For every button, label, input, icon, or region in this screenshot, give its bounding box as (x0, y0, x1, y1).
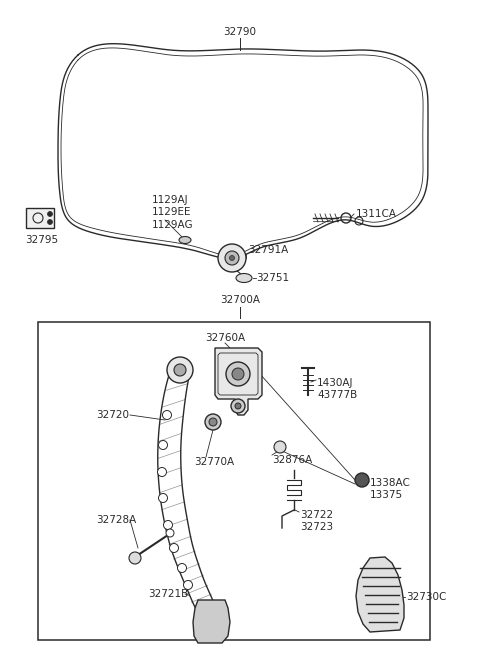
Circle shape (209, 418, 217, 426)
Circle shape (235, 403, 241, 409)
Circle shape (158, 493, 168, 502)
Ellipse shape (179, 236, 191, 244)
Polygon shape (193, 600, 230, 643)
Text: 32730C: 32730C (406, 592, 446, 602)
Text: 32791A: 32791A (248, 245, 288, 255)
Circle shape (218, 244, 246, 272)
Text: 32876A: 32876A (272, 455, 312, 465)
Text: 32790: 32790 (224, 27, 256, 37)
Text: 1311CA: 1311CA (356, 209, 397, 219)
Text: 1338AC
13375: 1338AC 13375 (370, 478, 411, 500)
Circle shape (164, 521, 172, 529)
Circle shape (225, 251, 239, 265)
Circle shape (48, 219, 52, 225)
Circle shape (169, 544, 179, 553)
Circle shape (226, 362, 250, 386)
Circle shape (183, 580, 192, 590)
Circle shape (158, 441, 168, 449)
Circle shape (48, 212, 52, 217)
Text: 32700A: 32700A (220, 295, 260, 305)
Polygon shape (356, 557, 404, 632)
Text: 32728A: 32728A (96, 515, 136, 525)
Circle shape (166, 529, 174, 537)
Text: 32720: 32720 (96, 410, 129, 420)
FancyBboxPatch shape (26, 208, 54, 228)
Polygon shape (215, 348, 262, 415)
Circle shape (167, 357, 193, 383)
Text: 32751: 32751 (256, 273, 289, 283)
Circle shape (232, 368, 244, 380)
Text: 1430AJ
43777B: 1430AJ 43777B (317, 378, 357, 400)
Circle shape (174, 364, 186, 376)
Circle shape (157, 468, 167, 476)
Circle shape (129, 552, 141, 564)
Circle shape (355, 473, 369, 487)
Text: 32721B: 32721B (148, 589, 188, 599)
Circle shape (229, 255, 235, 261)
Circle shape (274, 441, 286, 453)
Text: 32760A: 32760A (205, 333, 245, 343)
Circle shape (163, 411, 171, 419)
Circle shape (231, 399, 245, 413)
Circle shape (205, 414, 221, 430)
Text: 32770A: 32770A (194, 457, 234, 467)
Text: 32795: 32795 (25, 235, 59, 245)
Text: 1129AJ
1129EE
1129AG: 1129AJ 1129EE 1129AG (152, 195, 193, 230)
Ellipse shape (236, 274, 252, 282)
Circle shape (178, 563, 187, 572)
Text: 32722
32723: 32722 32723 (300, 510, 333, 533)
Polygon shape (158, 372, 222, 620)
